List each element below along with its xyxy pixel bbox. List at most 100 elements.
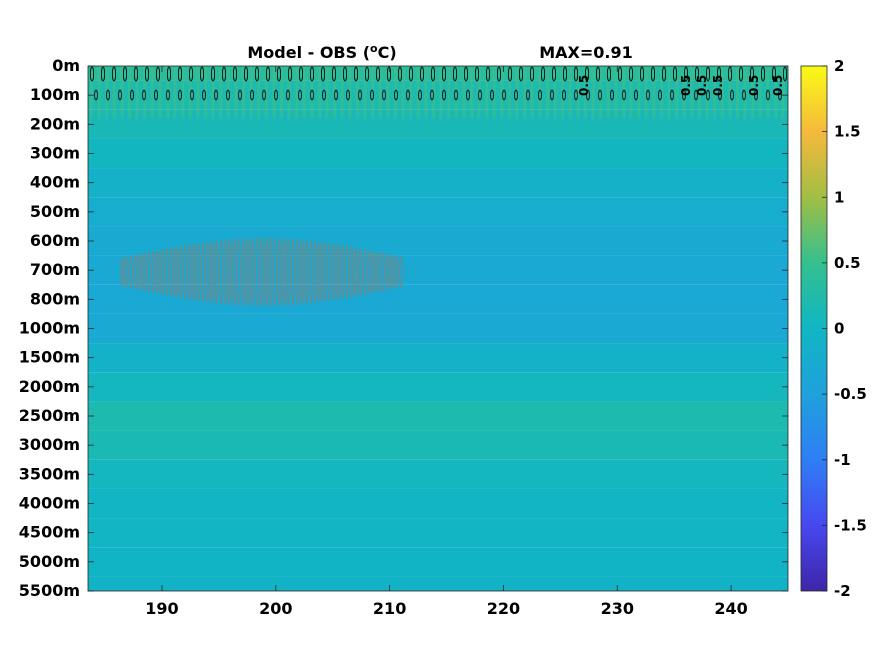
contour-line — [778, 89, 782, 101]
heatmap-band — [88, 547, 788, 577]
contour-line — [183, 244, 187, 300]
contour-line — [298, 89, 302, 101]
surface-stripe — [242, 66, 245, 119]
contour-line — [291, 238, 295, 306]
surface-stripe — [181, 66, 185, 119]
contour-line — [226, 89, 230, 101]
contour-line — [496, 66, 501, 82]
contour-line — [90, 66, 95, 82]
contour-line — [190, 89, 194, 101]
surface-stripe — [226, 66, 230, 119]
contour-line — [610, 89, 614, 101]
contour-line — [144, 66, 149, 82]
surface-stripe — [97, 66, 101, 119]
surface-stripe — [751, 66, 755, 119]
surface-stripe — [614, 66, 618, 119]
contour-lines: 0.5 0.5 0.5 0.5 0.5 0.5 — [90, 66, 788, 307]
contour-label: 0.5 — [747, 75, 761, 96]
contour-line — [277, 237, 282, 307]
contour-line — [188, 66, 193, 82]
colorbar-ticks: 2 1.5 1 0.5 0 -0.5 -1 -1.5 -2 — [822, 57, 867, 600]
contour-line — [552, 66, 557, 82]
surface-stripe — [143, 66, 147, 119]
contour-line — [345, 245, 349, 299]
contour-line — [262, 89, 266, 101]
colorbar-tick-label: -2 — [834, 582, 851, 600]
contour-line — [205, 241, 210, 303]
contour-line — [386, 66, 391, 82]
contour-line — [385, 253, 390, 291]
contour-line — [322, 242, 327, 302]
surface-stripe — [591, 66, 595, 119]
x-tick-label: 220 — [487, 599, 520, 618]
contour-line — [349, 246, 354, 298]
contour-line — [772, 66, 777, 82]
contour-line — [304, 239, 309, 305]
y-tick-label: 2000m — [19, 377, 80, 396]
y-tick-label: 300m — [30, 144, 80, 163]
y-tick-label: 4500m — [19, 523, 80, 542]
surface-stripe — [196, 66, 200, 119]
surface-stripe — [644, 66, 648, 119]
contour-line — [442, 89, 446, 101]
surface-stripe — [629, 66, 633, 119]
surface-stripe — [523, 66, 527, 119]
heatmap-band — [88, 488, 788, 519]
contour-line — [526, 89, 530, 101]
contour-line — [658, 89, 662, 101]
contour-line — [372, 250, 376, 294]
contour-label: 0.5 — [577, 75, 591, 96]
contour-line — [265, 66, 270, 82]
contour-line — [463, 66, 468, 82]
contour-line — [268, 237, 273, 307]
contour-line — [221, 66, 226, 82]
contour-line — [237, 238, 241, 306]
contour-label: 0.5 — [679, 75, 693, 96]
contour-line — [562, 89, 566, 101]
contour-line — [273, 237, 277, 307]
contour-label: 0.5 — [771, 75, 785, 96]
contour-line — [761, 66, 766, 82]
surface-stripe — [158, 66, 162, 119]
surface-stripe — [576, 66, 580, 119]
colorbar-tick-label: 0 — [834, 320, 844, 338]
surface-stripe — [356, 66, 359, 119]
surface-stripe — [416, 66, 420, 119]
contour-line — [418, 89, 422, 101]
x-axis-ticks: 190 200 210 220 230 240 — [145, 66, 748, 618]
contour-line — [730, 89, 734, 101]
contour-line — [169, 247, 174, 297]
y-tick-label: 3000m — [19, 435, 80, 454]
surface-stripe — [150, 66, 154, 119]
surface-stripe — [599, 66, 603, 119]
contour-line — [243, 66, 248, 82]
max-label: MAX=0.91 — [539, 43, 633, 62]
contour-line — [397, 66, 402, 82]
contour-line — [354, 247, 358, 297]
contour-line — [376, 251, 381, 293]
contour-line — [331, 243, 336, 301]
contour-line — [112, 66, 117, 82]
contour-line — [210, 240, 214, 304]
contour-line — [166, 66, 171, 82]
contour-line — [214, 89, 218, 101]
chart-title: Model - OBS (oC) — [247, 42, 396, 62]
surface-stripe — [188, 66, 192, 119]
heatmap-band — [88, 284, 788, 314]
contour-line — [358, 248, 363, 296]
x-tick-label: 190 — [145, 599, 178, 618]
contour-line — [295, 239, 300, 305]
surface-stripe — [667, 66, 671, 119]
heatmap-band — [88, 576, 788, 591]
contour-line — [502, 89, 506, 101]
y-axis-ticks: 0m 100m 200m 300m 400m 500m 600m 700m 800m 1000m 1… — [19, 56, 788, 600]
surface-stripe — [606, 66, 610, 119]
contour-line — [120, 257, 124, 287]
contour-line — [485, 66, 490, 82]
surface-stripe — [302, 66, 306, 119]
contour-line — [739, 66, 744, 82]
y-tick-label: 200m — [30, 114, 80, 133]
contour-line — [585, 66, 590, 82]
y-tick-label: 100m — [30, 85, 80, 104]
surface-stripe — [173, 66, 177, 119]
